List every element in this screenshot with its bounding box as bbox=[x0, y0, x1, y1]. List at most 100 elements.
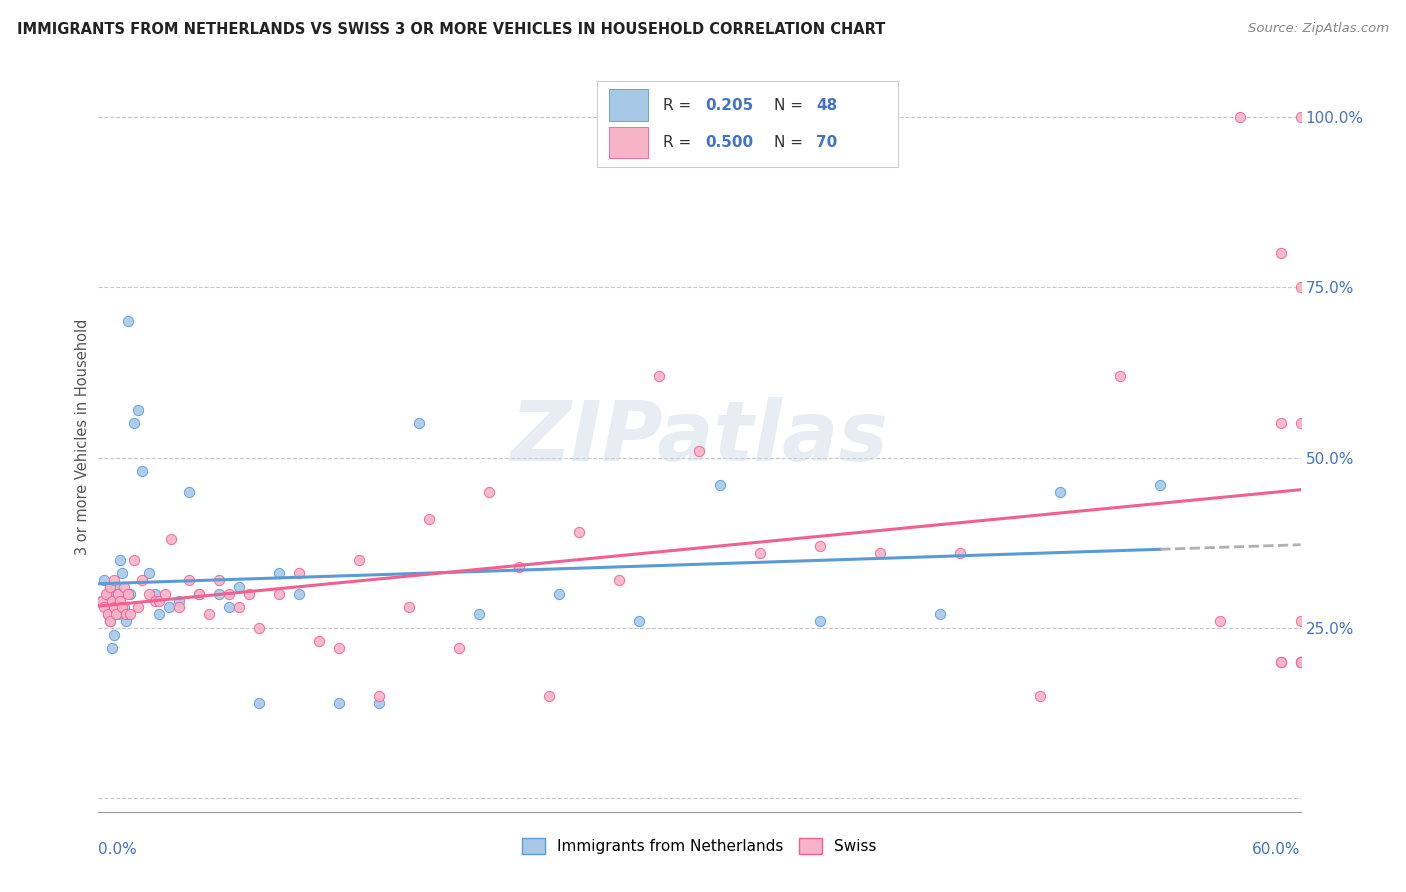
Point bbox=[131, 573, 153, 587]
Point bbox=[103, 627, 125, 641]
Point bbox=[124, 552, 146, 566]
Point bbox=[96, 587, 118, 601]
Point bbox=[447, 641, 470, 656]
Point bbox=[107, 607, 129, 622]
Point bbox=[688, 443, 710, 458]
Point bbox=[101, 593, 124, 607]
Point bbox=[100, 614, 122, 628]
Point bbox=[288, 587, 311, 601]
Point bbox=[1289, 614, 1312, 628]
Point bbox=[105, 600, 128, 615]
Point bbox=[128, 600, 150, 615]
Point bbox=[1209, 614, 1232, 628]
Point bbox=[218, 600, 240, 615]
Point bbox=[97, 607, 120, 622]
Point bbox=[398, 600, 420, 615]
Point bbox=[1029, 689, 1052, 703]
Point bbox=[138, 566, 160, 581]
Point bbox=[107, 587, 129, 601]
Point bbox=[408, 417, 430, 431]
Point bbox=[157, 600, 180, 615]
Text: N =: N = bbox=[775, 135, 808, 150]
Point bbox=[238, 587, 260, 601]
Point bbox=[148, 607, 170, 622]
Point bbox=[107, 587, 129, 601]
Point bbox=[1149, 477, 1171, 491]
Point bbox=[97, 607, 120, 622]
Point bbox=[267, 566, 290, 581]
Point bbox=[143, 593, 166, 607]
Point bbox=[105, 607, 128, 622]
Point bbox=[153, 587, 176, 601]
Point bbox=[100, 614, 122, 628]
Point bbox=[308, 634, 330, 648]
Point bbox=[93, 600, 115, 615]
Point bbox=[347, 552, 370, 566]
Point bbox=[91, 593, 114, 607]
Text: 60.0%: 60.0% bbox=[1253, 842, 1301, 856]
Point bbox=[128, 402, 150, 417]
FancyBboxPatch shape bbox=[609, 127, 648, 159]
Text: 0.0%: 0.0% bbox=[98, 842, 138, 856]
Point bbox=[1289, 417, 1312, 431]
Point bbox=[1289, 655, 1312, 669]
Point bbox=[808, 539, 831, 553]
Point bbox=[628, 614, 651, 628]
Point bbox=[418, 512, 440, 526]
Point bbox=[159, 533, 181, 547]
Point bbox=[929, 607, 952, 622]
Point bbox=[115, 614, 138, 628]
Point bbox=[114, 580, 136, 594]
Point bbox=[949, 546, 972, 560]
Point bbox=[120, 607, 142, 622]
Point bbox=[1289, 110, 1312, 124]
Point bbox=[328, 641, 350, 656]
Text: N =: N = bbox=[775, 97, 808, 112]
Point bbox=[1270, 655, 1292, 669]
Point bbox=[100, 580, 122, 594]
Point bbox=[115, 607, 138, 622]
Text: 0.500: 0.500 bbox=[706, 135, 754, 150]
Point bbox=[1270, 246, 1292, 260]
Point bbox=[177, 573, 200, 587]
Point bbox=[167, 593, 190, 607]
Point bbox=[1289, 280, 1312, 294]
Point bbox=[97, 587, 120, 601]
Point bbox=[208, 587, 231, 601]
Point bbox=[131, 464, 153, 478]
Point bbox=[187, 587, 209, 601]
Point bbox=[648, 368, 671, 383]
Point bbox=[1289, 655, 1312, 669]
Point bbox=[96, 600, 118, 615]
Point bbox=[548, 587, 571, 601]
Point bbox=[111, 600, 134, 615]
Point bbox=[110, 552, 132, 566]
Text: 48: 48 bbox=[815, 97, 838, 112]
Point bbox=[114, 600, 136, 615]
Point bbox=[267, 587, 290, 601]
Point bbox=[91, 593, 114, 607]
Point bbox=[368, 696, 391, 710]
Point bbox=[124, 417, 146, 431]
Point bbox=[100, 580, 122, 594]
Point bbox=[368, 689, 391, 703]
Point bbox=[208, 573, 231, 587]
Point bbox=[120, 587, 142, 601]
Point bbox=[103, 593, 125, 607]
Point bbox=[103, 573, 125, 587]
Point bbox=[1049, 484, 1071, 499]
FancyBboxPatch shape bbox=[609, 89, 648, 121]
Point bbox=[1270, 417, 1292, 431]
Point bbox=[177, 484, 200, 499]
Point bbox=[187, 587, 209, 601]
Point bbox=[468, 607, 491, 622]
Point bbox=[117, 314, 139, 328]
Point bbox=[568, 525, 591, 540]
Point bbox=[1229, 110, 1251, 124]
Point bbox=[247, 621, 270, 635]
Y-axis label: 3 or more Vehicles in Household: 3 or more Vehicles in Household bbox=[75, 319, 90, 555]
Point bbox=[538, 689, 561, 703]
Text: Source: ZipAtlas.com: Source: ZipAtlas.com bbox=[1249, 22, 1389, 36]
Point bbox=[1289, 655, 1312, 669]
Point bbox=[117, 587, 139, 601]
